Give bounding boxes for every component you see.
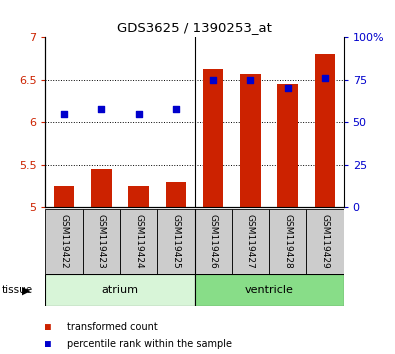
Bar xyxy=(203,69,224,207)
Text: GSM119426: GSM119426 xyxy=(209,214,218,269)
Text: GSM119425: GSM119425 xyxy=(171,214,181,269)
Text: GSM119427: GSM119427 xyxy=(246,214,255,269)
Text: GSM119422: GSM119422 xyxy=(60,214,69,269)
Bar xyxy=(232,209,269,274)
Text: ■: ■ xyxy=(45,322,51,332)
Bar xyxy=(277,84,298,207)
Text: tissue: tissue xyxy=(2,285,33,295)
Bar xyxy=(269,209,307,274)
Bar xyxy=(157,209,194,274)
Bar xyxy=(307,209,344,274)
Text: transformed count: transformed count xyxy=(67,322,158,332)
Bar xyxy=(120,209,157,274)
Bar xyxy=(194,209,232,274)
Point xyxy=(322,75,328,81)
Bar xyxy=(240,74,261,207)
Text: percentile rank within the sample: percentile rank within the sample xyxy=(67,339,232,349)
Text: GDS3625 / 1390253_at: GDS3625 / 1390253_at xyxy=(117,21,272,34)
Bar xyxy=(45,209,83,274)
Bar xyxy=(91,169,112,207)
Text: GSM119424: GSM119424 xyxy=(134,214,143,269)
Bar xyxy=(128,186,149,207)
Text: ■: ■ xyxy=(45,339,51,349)
Point xyxy=(284,85,291,91)
Text: ▶: ▶ xyxy=(22,285,30,295)
Bar xyxy=(54,186,74,207)
Point xyxy=(98,106,105,112)
Text: GSM119428: GSM119428 xyxy=(283,214,292,269)
Text: GSM119423: GSM119423 xyxy=(97,214,106,269)
Bar xyxy=(83,209,120,274)
Bar xyxy=(315,54,335,207)
Point xyxy=(210,77,216,82)
Point xyxy=(173,106,179,112)
Bar xyxy=(166,182,186,207)
Point xyxy=(247,77,254,82)
Point xyxy=(61,111,67,116)
Bar xyxy=(194,274,344,306)
Text: GSM119429: GSM119429 xyxy=(320,214,329,269)
Point xyxy=(135,111,142,116)
Text: ventricle: ventricle xyxy=(245,285,293,295)
Bar xyxy=(45,274,194,306)
Text: atrium: atrium xyxy=(102,285,139,295)
